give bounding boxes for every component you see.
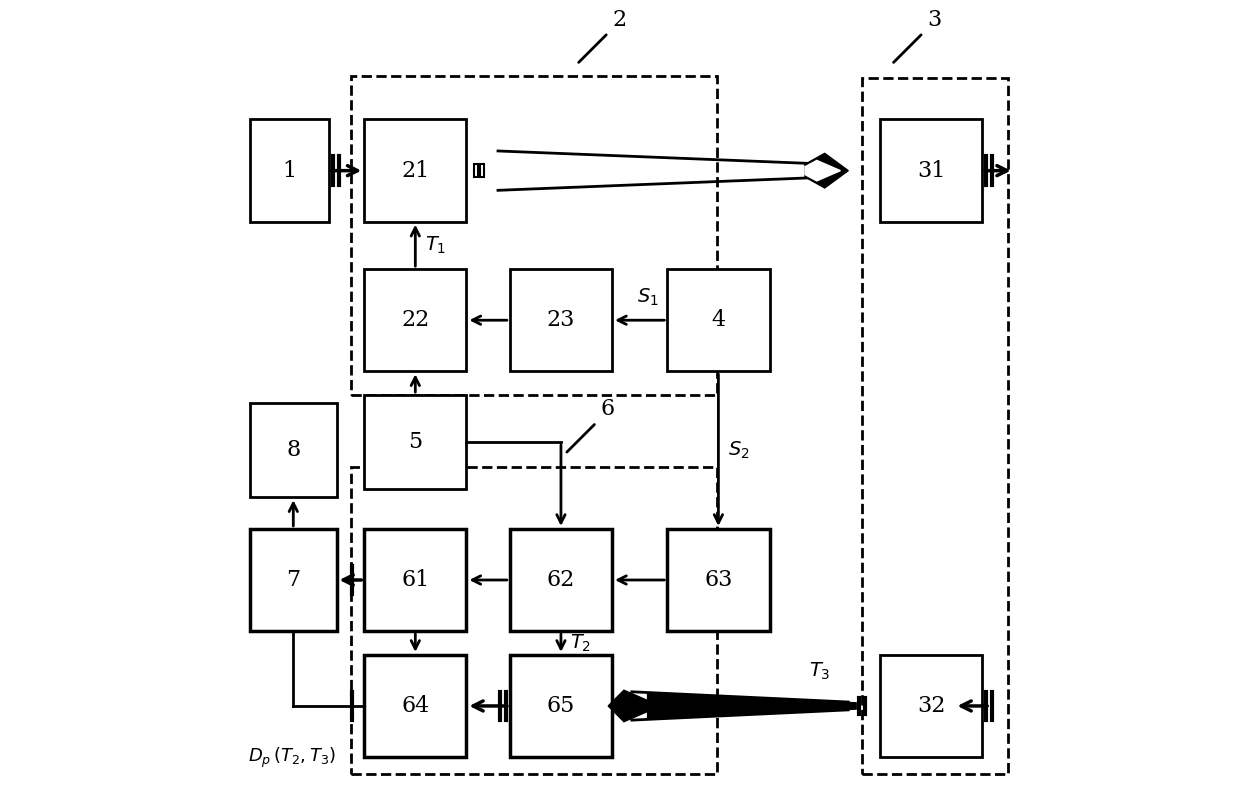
FancyBboxPatch shape: [667, 269, 770, 371]
Text: $T_1$: $T_1$: [425, 235, 446, 256]
Polygon shape: [805, 160, 841, 181]
Text: 22: 22: [402, 309, 429, 331]
Text: 2: 2: [613, 9, 626, 31]
Text: 3: 3: [928, 9, 941, 31]
FancyBboxPatch shape: [880, 119, 982, 222]
Text: 61: 61: [402, 569, 429, 591]
FancyBboxPatch shape: [365, 529, 466, 631]
Text: 32: 32: [916, 695, 945, 717]
FancyBboxPatch shape: [510, 655, 613, 757]
Bar: [475, 164, 479, 177]
Text: 23: 23: [547, 309, 575, 331]
Text: 8: 8: [286, 439, 300, 461]
Polygon shape: [805, 153, 848, 188]
Bar: [480, 164, 484, 177]
Text: $D_p\,(T_2,T_3)$: $D_p\,(T_2,T_3)$: [248, 745, 336, 769]
Text: $S_2$: $S_2$: [728, 439, 749, 461]
Polygon shape: [647, 694, 856, 719]
Text: $T_2$: $T_2$: [570, 632, 591, 653]
Text: 62: 62: [547, 569, 575, 591]
FancyBboxPatch shape: [365, 655, 466, 757]
FancyBboxPatch shape: [250, 403, 336, 498]
FancyBboxPatch shape: [250, 119, 329, 222]
Text: 65: 65: [547, 695, 575, 717]
Text: 1: 1: [283, 160, 296, 182]
Bar: [351, 76, 717, 395]
Polygon shape: [608, 690, 647, 722]
FancyBboxPatch shape: [250, 529, 336, 631]
FancyBboxPatch shape: [365, 269, 466, 371]
Text: 64: 64: [402, 695, 429, 717]
Text: 21: 21: [402, 160, 429, 182]
Bar: [351, 468, 717, 774]
Text: 6: 6: [600, 398, 615, 420]
Text: 4: 4: [712, 309, 725, 331]
FancyBboxPatch shape: [510, 269, 613, 371]
FancyBboxPatch shape: [365, 119, 466, 222]
Text: 5: 5: [408, 431, 423, 453]
Text: 63: 63: [704, 569, 733, 591]
FancyBboxPatch shape: [667, 529, 770, 631]
FancyBboxPatch shape: [880, 655, 982, 757]
FancyBboxPatch shape: [365, 395, 466, 490]
Text: 31: 31: [916, 160, 945, 182]
Text: 7: 7: [286, 569, 300, 591]
Text: $S_1$: $S_1$: [636, 287, 658, 308]
Text: $T_3$: $T_3$: [808, 661, 831, 683]
Bar: [863, 77, 1008, 774]
FancyBboxPatch shape: [510, 529, 613, 631]
